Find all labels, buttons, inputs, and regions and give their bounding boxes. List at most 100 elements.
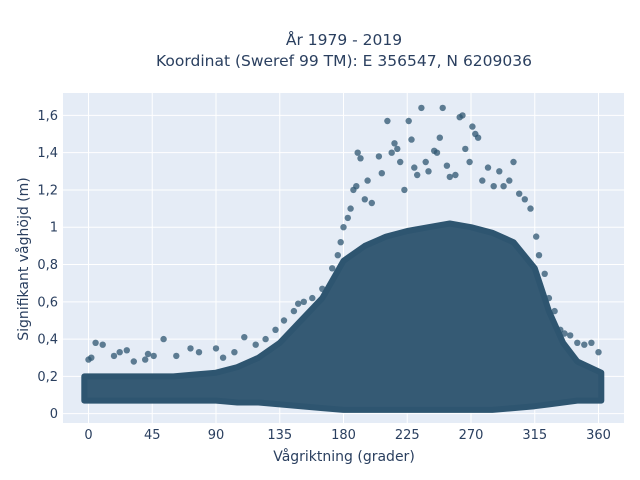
scatter-point: [150, 352, 157, 360]
scatter-point: [414, 171, 421, 179]
scatter-point: [354, 149, 361, 156]
scatter-point: [368, 199, 375, 207]
scatter-point: [160, 335, 167, 343]
plot-area: [63, 93, 624, 423]
x-tick-label: 270: [459, 428, 484, 443]
scatter-point: [484, 164, 492, 171]
scatter-point: [418, 104, 425, 112]
scatter-point: [479, 177, 486, 184]
scatter-point: [272, 326, 279, 333]
scatter-point: [433, 149, 441, 156]
scatter-point: [408, 136, 415, 143]
scatter-point: [123, 347, 130, 354]
scatter-point: [595, 349, 602, 356]
scatter-point: [280, 317, 288, 324]
x-tick-label: 225: [395, 428, 420, 443]
scatter-point: [144, 350, 152, 358]
scatter-point: [405, 117, 412, 125]
scatter-point: [110, 352, 118, 360]
scatter-point: [533, 233, 540, 240]
y-tick-label: 1: [50, 221, 58, 236]
scatter-point: [212, 345, 220, 352]
scatter-point: [452, 171, 459, 179]
scatter-point: [344, 214, 351, 222]
x-tick-label: 90: [208, 428, 225, 443]
scatter-point: [130, 358, 137, 365]
scatter-point: [375, 153, 383, 160]
scatter-point: [187, 345, 194, 352]
scatter-point: [116, 349, 123, 356]
scatter-point: [329, 265, 336, 272]
scatter-point: [561, 330, 568, 337]
x-axis-title: Vågriktning (grader): [273, 448, 415, 465]
scatter-point: [394, 145, 401, 153]
scatter-point: [173, 352, 180, 360]
scatter-point: [496, 168, 503, 175]
scatter-point: [557, 326, 564, 333]
scatter-point: [88, 354, 95, 361]
scatter-point: [436, 134, 443, 141]
x-tick-label: 45: [144, 428, 161, 443]
scatter-point: [195, 349, 203, 356]
y-axis: 0 0,2 0,4 0,6 0,8 1 1,2 1,4 1,6: [37, 109, 58, 422]
scatter-point: [462, 145, 469, 153]
scatter-point: [535, 252, 543, 259]
dense-point-cloud: [81, 220, 605, 413]
scatter-point: [231, 349, 238, 356]
scatter-point: [490, 183, 497, 190]
x-tick-label: 0: [84, 428, 92, 443]
x-tick-label: 360: [586, 428, 611, 443]
scatter-point: [353, 183, 360, 190]
y-tick-label: 0,8: [37, 258, 58, 273]
x-tick-label: 315: [522, 428, 547, 443]
scatter-point: [378, 170, 385, 177]
scatter-point: [527, 205, 534, 212]
scatter-point: [541, 270, 548, 277]
scatter-point: [397, 158, 404, 166]
x-tick-label: 135: [267, 428, 292, 443]
y-tick-label: 1,6: [37, 109, 58, 124]
scatter-point: [588, 339, 595, 346]
y-tick-label: 0: [50, 407, 58, 422]
scatter-point: [361, 196, 368, 203]
scatter-point: [347, 205, 354, 212]
scatter-point: [422, 158, 429, 166]
x-axis: 0 45 90 135 180 225 270 315 360: [84, 428, 611, 443]
scatter-point: [99, 341, 106, 348]
scatter-point: [446, 173, 453, 181]
scatter-point: [92, 339, 99, 346]
scatter-point: [443, 162, 451, 169]
scatter-point: [510, 158, 517, 166]
y-axis-title: Signifikant våghöjd (m): [15, 177, 32, 340]
scatter-point: [384, 117, 391, 125]
scatter-point: [295, 300, 302, 307]
scatter-point: [309, 294, 316, 302]
y-tick-label: 0,6: [37, 295, 58, 310]
x-tick-label: 180: [331, 428, 356, 443]
y-tick-label: 0,2: [37, 370, 58, 385]
scatter-point: [364, 177, 371, 184]
scatter-point: [474, 134, 482, 141]
y-tick-label: 1,2: [37, 183, 58, 198]
scatter-point: [521, 196, 528, 203]
scatter-point: [337, 239, 344, 246]
scatter-point: [290, 307, 298, 315]
scatter-point: [340, 224, 347, 231]
y-tick-label: 1,4: [37, 146, 58, 161]
scatter-point: [551, 307, 558, 315]
scatter-point: [411, 164, 418, 171]
scatter-point: [459, 112, 466, 119]
scatter-point: [439, 104, 446, 112]
scatter-point: [300, 298, 307, 305]
y-tick-label: 0,4: [37, 333, 58, 348]
scatter-point: [142, 356, 149, 363]
scatter-point: [425, 168, 432, 175]
scatter-point: [319, 285, 326, 292]
scatter-point: [500, 183, 507, 190]
scatter-point: [545, 294, 553, 302]
scatter-point: [516, 190, 523, 197]
scatter-point: [567, 332, 574, 339]
scatter-point: [466, 158, 473, 166]
